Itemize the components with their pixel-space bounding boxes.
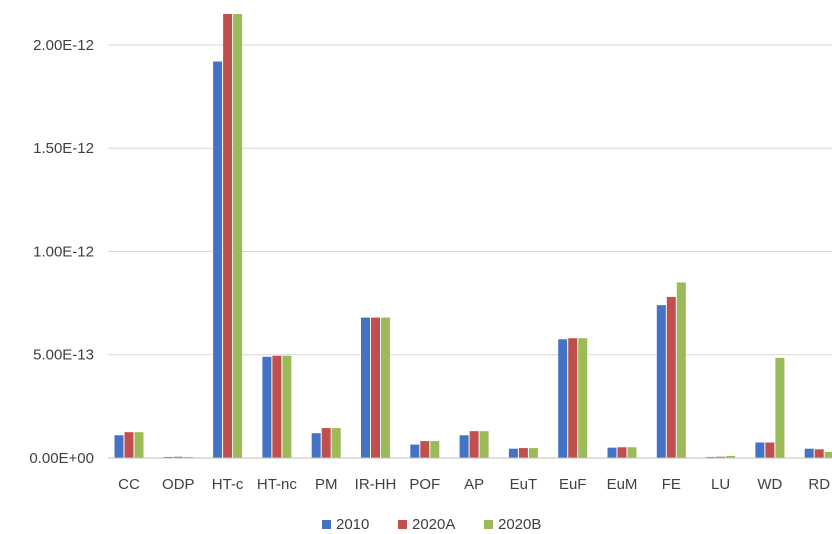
bar-pof-2020a (420, 441, 430, 458)
legend: 2010 2020A 2020B (322, 516, 541, 533)
bar-ht-c-2020a (223, 14, 233, 458)
bar-wd-2010 (755, 442, 765, 458)
bar-euf-2020a (568, 338, 578, 458)
bar-odp-2010 (163, 456, 173, 458)
bar-eum-2010 (607, 447, 617, 458)
bar-odp-2020b (183, 456, 193, 458)
bar-pm-2010 (311, 433, 321, 458)
bar-ht-nc-2020b (282, 355, 292, 458)
bar-eut-2020a (518, 448, 528, 458)
x-category-label: IR-HH (355, 476, 397, 493)
bar-ir-hh-2010 (361, 317, 370, 458)
bar-wd-2020b (775, 357, 785, 458)
bar-cc-2020b (134, 432, 144, 458)
bar-lu-2010 (706, 456, 716, 458)
x-axis-category-labels: CC ODP HT-c HT-nc PM IR-HH POF AP EuT EuF EuM FE LU W… (118, 476, 830, 493)
bar-ir-hh-2020b (381, 317, 390, 458)
x-category-label: HT-nc (257, 476, 298, 493)
bar-rd-2010 (804, 448, 814, 458)
bar-odp-2020a (173, 456, 183, 458)
x-category-label: AP (464, 476, 484, 493)
legend-label: 2010 (336, 516, 369, 533)
x-category-label: CC (118, 476, 140, 493)
legend-label: 2020B (498, 516, 541, 533)
bar-pm-2020a (321, 428, 331, 458)
y-tick-label: 5.00E-13 (33, 347, 94, 364)
bar-eut-2010 (508, 448, 518, 458)
bar-ap-2020b (479, 431, 489, 458)
bar-ht-c-2010 (213, 61, 223, 458)
bar-wd-2020a (765, 442, 775, 458)
bar-ht-c-2020b (233, 14, 243, 458)
bar-rd-2020a (814, 449, 824, 458)
legend-swatch (484, 520, 493, 529)
bar-eum-2020b (627, 447, 637, 458)
bar-cc-2010 (114, 435, 124, 458)
bar-lu-2020b (726, 455, 736, 458)
bar-ht-nc-2010 (262, 356, 272, 458)
y-tick-label: 1.50E-12 (33, 140, 94, 157)
bar-ht-nc-2020a (272, 355, 282, 458)
bar-rd-2020b (824, 451, 832, 458)
bar-euf-2010 (558, 339, 568, 458)
x-category-label: RD (808, 476, 830, 493)
y-tick-label: 0.00E+00 (29, 450, 94, 467)
bar-lu-2020a (716, 456, 726, 458)
x-category-label: WD (757, 476, 782, 493)
x-category-label: HT-c (212, 476, 244, 493)
bar-eum-2020a (617, 447, 627, 458)
bar-ap-2010 (459, 435, 469, 458)
x-category-label: ODP (162, 476, 195, 493)
bar-pof-2020b (430, 441, 440, 458)
legend-swatch (398, 520, 407, 529)
x-category-label: LU (711, 476, 730, 493)
x-category-label: EuM (607, 476, 638, 493)
bar-euf-2020b (578, 338, 588, 458)
x-category-label: FE (662, 476, 681, 493)
bar-pm-2020b (331, 428, 341, 458)
y-axis-tick-labels: 0.00E+00 5.00E-13 1.00E-12 1.50E-12 2.00E-12 (29, 37, 94, 467)
x-category-label: EuF (559, 476, 587, 493)
bar-cc-2020a (124, 432, 134, 458)
x-category-label: PM (315, 476, 338, 493)
bar-ir-hh-2020a (371, 317, 380, 458)
bar-fe-2010 (656, 305, 666, 458)
y-tick-label: 2.00E-12 (33, 37, 94, 54)
x-category-label: POF (409, 476, 440, 493)
legend-swatch (322, 520, 331, 529)
bar-fe-2020a (666, 296, 676, 458)
bar-fe-2020b (676, 282, 686, 458)
y-tick-label: 1.00E-12 (33, 243, 94, 260)
bar-eut-2020b (528, 448, 538, 458)
bars (114, 14, 832, 458)
bar-pof-2010 (410, 444, 420, 458)
x-category-label: EuT (510, 476, 538, 493)
legend-label: 2020A (412, 516, 455, 533)
bar-ap-2020a (469, 431, 479, 458)
